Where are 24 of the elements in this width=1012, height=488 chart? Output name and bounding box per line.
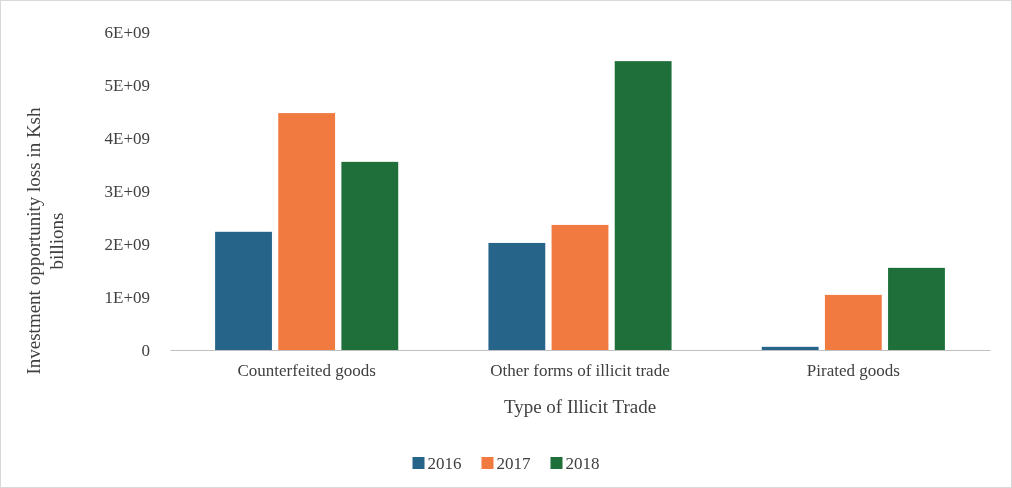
y-tick-label: 1E+09 bbox=[104, 287, 150, 307]
x-tick-label: Counterfeited goods bbox=[237, 361, 376, 381]
bar bbox=[488, 242, 546, 350]
x-tick-label: Other forms of illicit trade bbox=[490, 361, 670, 381]
y-tick-label: 6E+09 bbox=[104, 22, 150, 42]
y-tick-label: 5E+09 bbox=[104, 75, 150, 95]
bar bbox=[551, 224, 609, 350]
y-axis-title: Investment opportunity loss in Ksh billions bbox=[23, 106, 67, 375]
legend-label: 2017 bbox=[496, 454, 531, 473]
bar bbox=[888, 267, 945, 350]
bar bbox=[761, 346, 819, 350]
legend-label: 2016 bbox=[427, 454, 462, 473]
y-tick-label: 0 bbox=[141, 340, 150, 360]
y-tick-label: 2E+09 bbox=[104, 234, 150, 254]
y-tick-label: 4E+09 bbox=[104, 128, 150, 148]
legend-label: 2018 bbox=[565, 454, 600, 473]
bar bbox=[341, 161, 399, 350]
y-tick-label: 3E+09 bbox=[104, 181, 150, 201]
bar bbox=[215, 231, 272, 350]
bar bbox=[278, 113, 336, 350]
bar bbox=[614, 61, 672, 350]
bar bbox=[824, 294, 882, 350]
x-axis-title: Type of Illicit Trade bbox=[503, 396, 657, 417]
x-tick-label: Pirated goods bbox=[806, 361, 900, 381]
